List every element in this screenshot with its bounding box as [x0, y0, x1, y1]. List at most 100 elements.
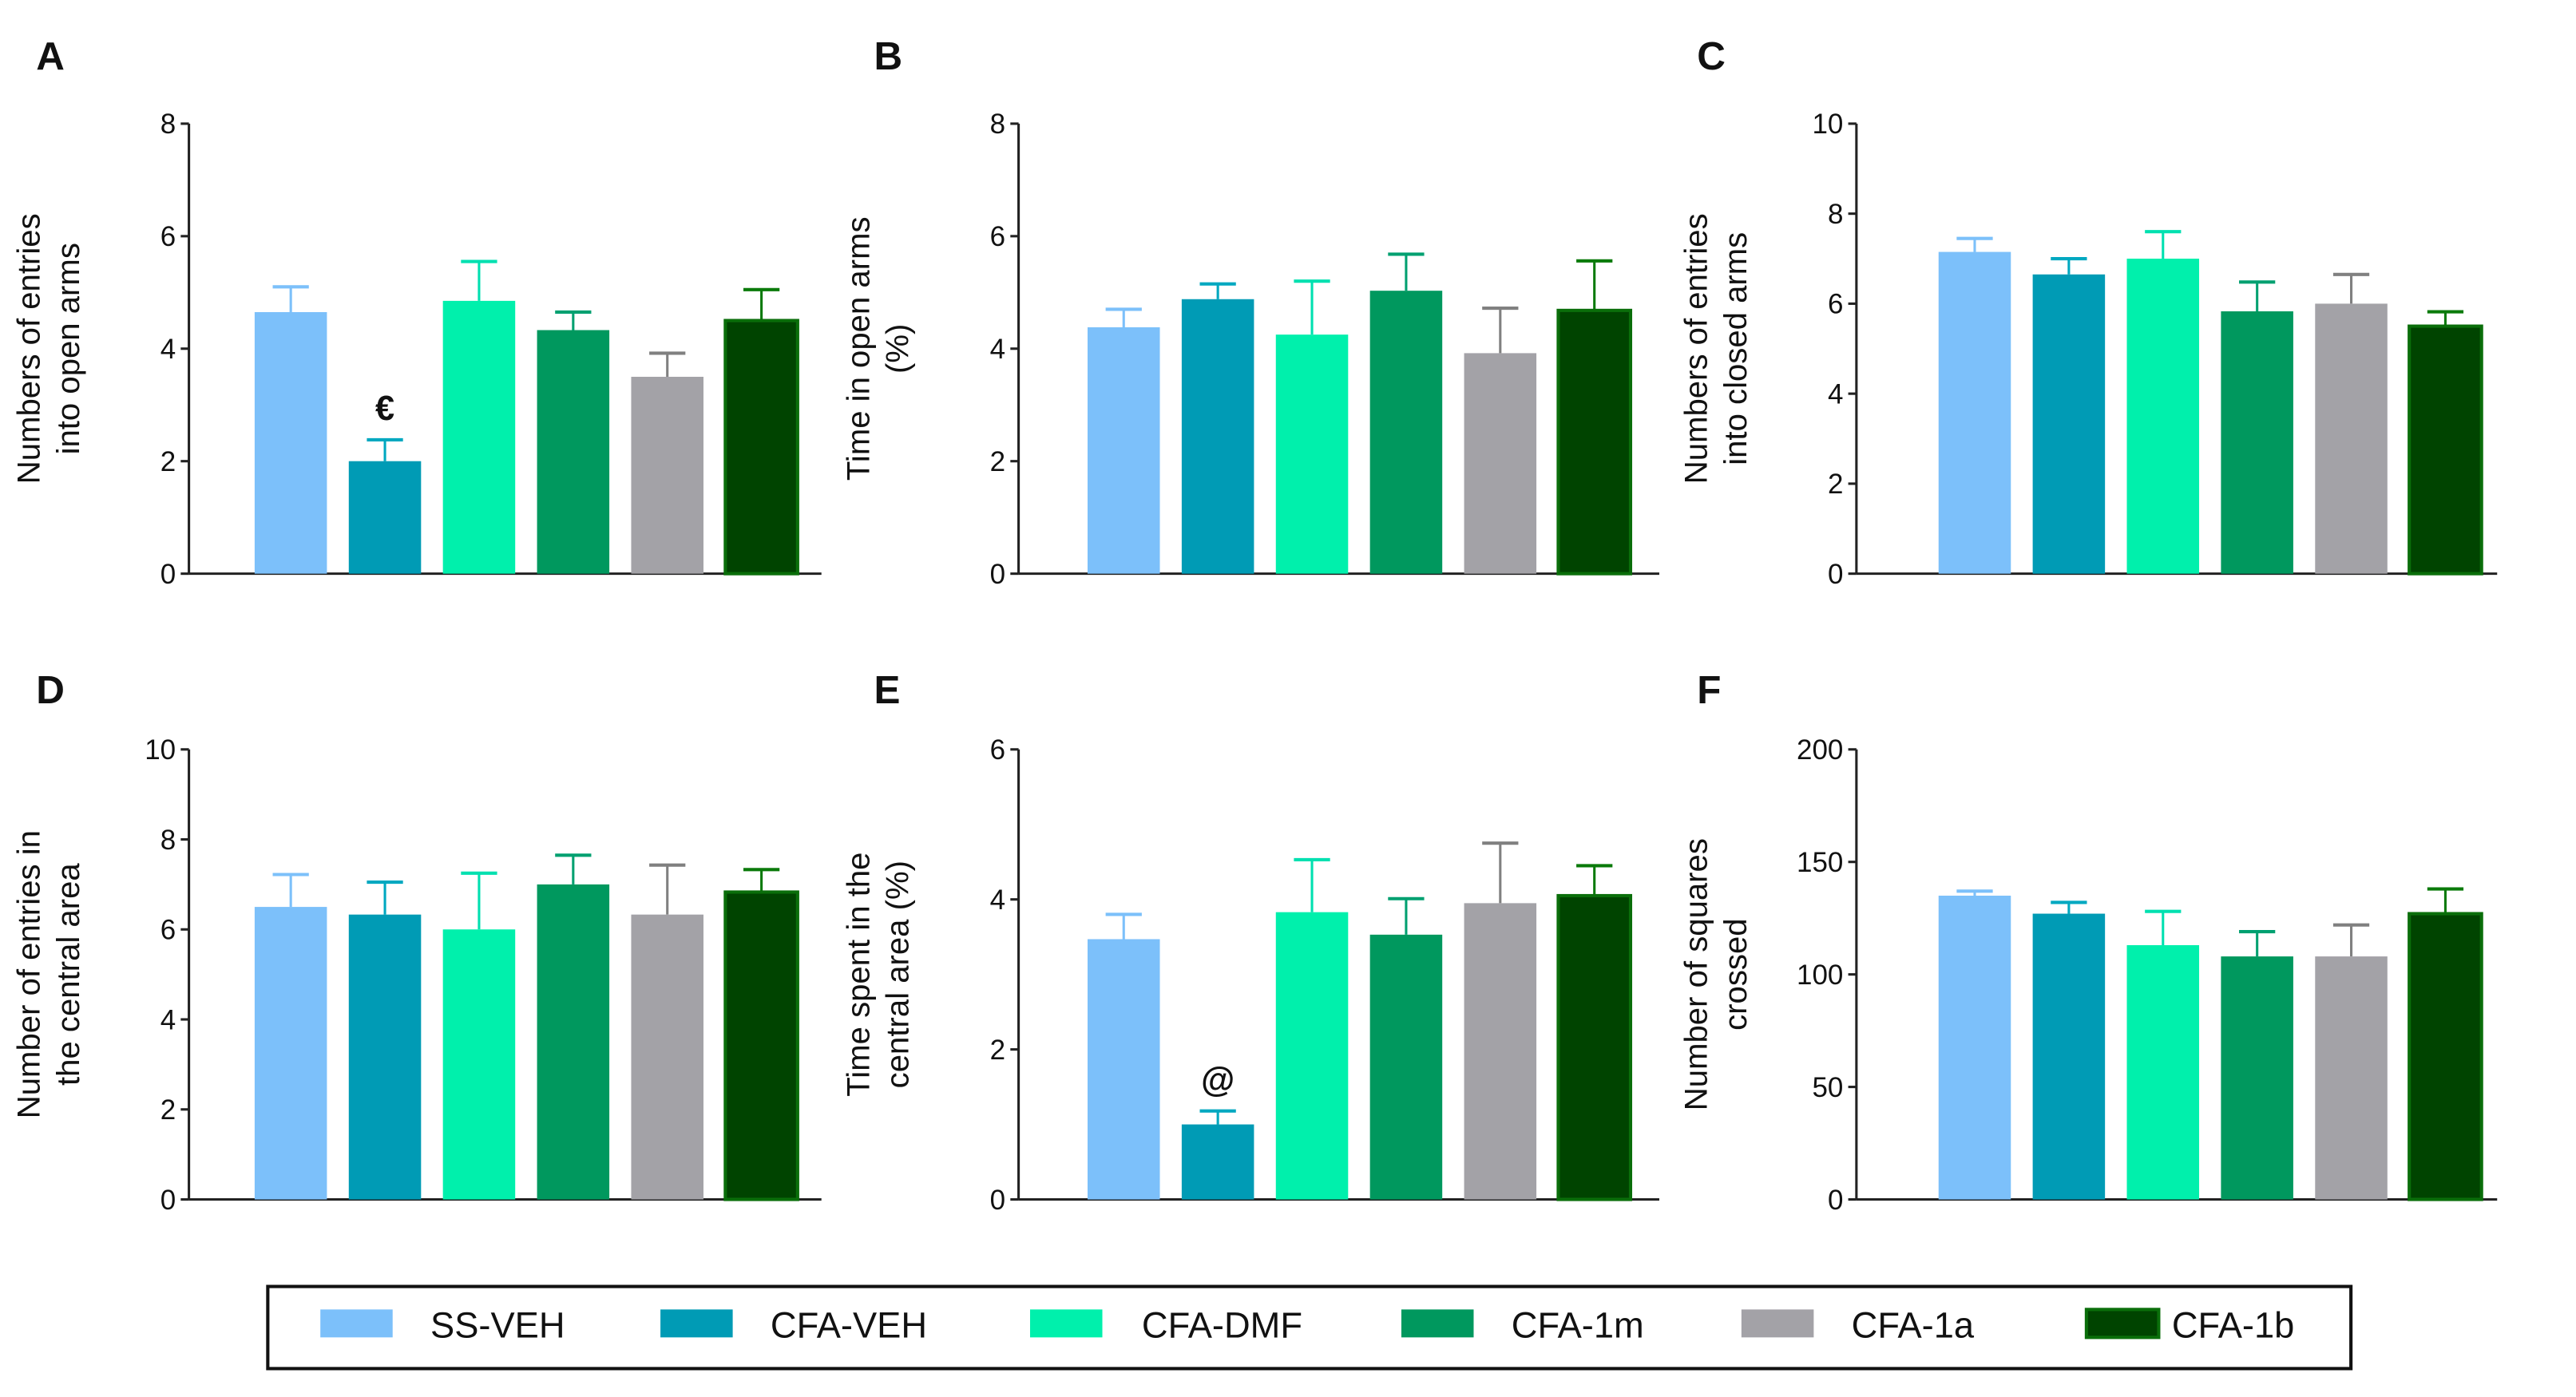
panel-c: C Numbers of entries into closed arms 0 2 4 6 8… [1679, 34, 2498, 590]
bar-cfa-dmf [442, 929, 516, 1200]
y-tick-label: 2 [990, 1035, 1005, 1066]
y-tick-label: 2 [161, 1094, 176, 1126]
panel-a: A Numbers of entries into open arms 0 2 4 6 8 € [11, 34, 822, 590]
panel-f: F Number of squares crossed 0 50 100 150 200 [1679, 668, 2498, 1216]
bar-ss-veh [254, 907, 327, 1200]
y-tick-label: 6 [990, 221, 1005, 252]
bar-cfa-veh [1181, 299, 1254, 574]
y-axis-label: central area (%) [881, 861, 916, 1088]
y-tick-label: 0 [161, 559, 176, 590]
y-tick-label: 0 [990, 559, 1005, 590]
y-axis-label: Number of squares [1679, 838, 1714, 1110]
y-axis-label: Numbers of entries [1679, 213, 1714, 484]
bar-cfa-1m [2221, 311, 2293, 574]
bar-ss-veh [1087, 326, 1160, 574]
legend-label: CFA-1m [1512, 1304, 1644, 1345]
y-tick-label: 0 [1828, 559, 1843, 590]
y-tick-label: 6 [161, 915, 176, 946]
bar-cfa-1b [2408, 324, 2483, 576]
bar-cfa-1m [2221, 956, 2293, 1200]
y-tick-label: 4 [990, 885, 1005, 916]
y-tick-label: 4 [161, 334, 176, 365]
y-tick-label: 2 [161, 446, 176, 477]
bar-cfa-veh [1181, 1124, 1254, 1200]
y-tick-label: 0 [161, 1185, 176, 1216]
y-tick-label: 10 [145, 734, 176, 766]
y-axis-label: (%) [881, 324, 916, 374]
bar-cfa-veh [348, 914, 422, 1200]
y-tick-label: 6 [161, 221, 176, 252]
y-tick-label: 2 [1828, 469, 1843, 500]
y-tick-label: 0 [1828, 1185, 1843, 1216]
significance-marker: @ [1201, 1061, 1234, 1099]
bar-cfa-1m [1369, 934, 1443, 1200]
panel-b: B Time in open arms (%) 0 2 4 6 8 [841, 34, 1659, 590]
y-tick-label: 4 [161, 1004, 176, 1035]
y-tick-label: 4 [990, 334, 1005, 365]
bar-cfa-1b [723, 319, 799, 576]
bar-ss-veh [1938, 895, 2011, 1200]
bar-cfa-1m [537, 884, 610, 1200]
y-tick-label: 10 [1812, 109, 1843, 140]
panel-label: F [1697, 668, 1721, 712]
legend: SS-VEH CFA-VEH CFA-DMF CFA-1m CFA-1a CFA-1b [266, 1284, 2353, 1371]
legend-label: CFA-DMF [1142, 1304, 1302, 1345]
legend-swatch-cfa-veh [660, 1309, 733, 1338]
legend-label: CFA-VEH [771, 1304, 927, 1345]
bar-cfa-dmf [442, 300, 516, 574]
y-tick-label: 8 [161, 825, 176, 856]
y-axis-label: crossed [1718, 918, 1754, 1030]
bar-cfa-1a [1464, 353, 1537, 574]
bar-cfa-1a [2315, 303, 2388, 574]
bar-cfa-1b [2408, 912, 2483, 1201]
bar-ss-veh [1938, 251, 2011, 574]
legend-swatch-cfa-dmf [1029, 1309, 1103, 1338]
y-tick-label: 8 [1828, 199, 1843, 230]
y-axis-label: Time in open arms [841, 216, 876, 481]
y-tick-label: 0 [990, 1185, 1005, 1216]
bar-cfa-dmf [1275, 334, 1349, 574]
significance-marker: € [375, 390, 394, 428]
panel-label: A [36, 34, 65, 78]
bar-cfa-1m [537, 330, 610, 574]
bar-cfa-veh [2032, 274, 2106, 574]
bar-cfa-1a [1464, 903, 1537, 1200]
y-axis-label: the central area [51, 863, 86, 1086]
y-axis-label: into open arms [51, 243, 86, 454]
legend-swatch-cfa-1b [2084, 1308, 2161, 1340]
y-axis-label: into closed arms [1718, 232, 1754, 465]
bar-cfa-1b [1556, 893, 1633, 1201]
bar-ss-veh [254, 311, 327, 574]
legend-label: SS-VEH [430, 1304, 565, 1345]
y-tick-label: 6 [1828, 289, 1843, 320]
panel-label: E [874, 668, 901, 712]
bar-cfa-veh [2032, 913, 2106, 1200]
panel-label: C [1697, 34, 1726, 78]
legend-swatch-cfa-1m [1401, 1309, 1474, 1338]
legend-swatch-ss-veh [320, 1309, 393, 1338]
y-tick-label: 8 [161, 109, 176, 140]
legend-swatch-cfa-1a [1741, 1309, 1814, 1338]
panel-label: D [36, 668, 65, 712]
y-tick-label: 6 [990, 734, 1005, 766]
y-tick-label: 200 [1797, 734, 1843, 766]
y-tick-label: 2 [990, 446, 1005, 477]
y-axis-label: Numbers of entries [11, 213, 46, 484]
y-tick-label: 150 [1797, 847, 1843, 878]
y-axis-label: Number of entries in [11, 830, 46, 1118]
panel-label: B [874, 34, 903, 78]
bar-cfa-dmf [2126, 259, 2200, 574]
y-tick-label: 4 [1828, 378, 1843, 410]
legend-label: CFA-1b [2172, 1304, 2294, 1345]
bar-cfa-1b [1556, 308, 1633, 576]
y-tick-label: 8 [990, 109, 1005, 140]
bar-cfa-1a [631, 914, 703, 1200]
legend-box [266, 1284, 2353, 1371]
bar-cfa-dmf [1275, 912, 1349, 1200]
bar-ss-veh [1087, 939, 1160, 1200]
bar-cfa-dmf [2126, 945, 2200, 1200]
bar-cfa-1b [723, 890, 799, 1201]
bar-cfa-1a [631, 377, 703, 574]
y-axis-label: Time spent in the [841, 853, 876, 1097]
